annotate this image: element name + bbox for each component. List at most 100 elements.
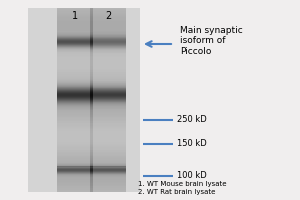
Bar: [57, 157, 93, 158]
Bar: [90, 13, 126, 14]
Bar: [90, 33, 126, 34]
Bar: [57, 38, 93, 39]
Bar: [57, 104, 93, 105]
Bar: [57, 124, 93, 125]
Bar: [57, 165, 93, 166]
Bar: [90, 47, 126, 48]
Bar: [57, 163, 93, 164]
Bar: [90, 93, 126, 94]
Bar: [90, 73, 126, 74]
Bar: [90, 144, 126, 145]
Bar: [57, 16, 93, 17]
Bar: [57, 32, 93, 33]
Bar: [57, 176, 93, 177]
Bar: [90, 58, 126, 59]
Bar: [90, 121, 126, 122]
Bar: [57, 38, 93, 39]
Bar: [90, 174, 126, 175]
Bar: [90, 179, 126, 180]
Bar: [90, 140, 126, 141]
Bar: [90, 95, 126, 96]
Bar: [90, 175, 126, 176]
Bar: [90, 74, 126, 75]
Text: 150 kD: 150 kD: [177, 140, 207, 148]
Bar: [57, 106, 93, 107]
Bar: [57, 53, 93, 54]
Bar: [90, 9, 126, 10]
Bar: [90, 24, 126, 25]
Bar: [90, 36, 126, 37]
Bar: [57, 118, 93, 119]
Bar: [90, 154, 126, 155]
Bar: [90, 158, 126, 159]
Bar: [90, 98, 126, 99]
Bar: [57, 173, 93, 174]
Bar: [90, 106, 126, 107]
Bar: [57, 45, 93, 46]
Bar: [90, 94, 126, 95]
Bar: [90, 164, 126, 165]
Bar: [90, 54, 126, 55]
Bar: [90, 70, 126, 71]
Bar: [90, 137, 126, 138]
Bar: [57, 83, 93, 84]
Bar: [57, 82, 93, 83]
Bar: [90, 166, 126, 167]
Bar: [90, 44, 126, 45]
Bar: [57, 102, 93, 103]
Bar: [57, 44, 93, 45]
Bar: [90, 173, 126, 174]
Text: 250 kD: 250 kD: [177, 116, 207, 124]
Bar: [57, 168, 93, 169]
Bar: [57, 45, 93, 46]
Bar: [90, 157, 126, 158]
Bar: [57, 49, 93, 50]
Bar: [90, 31, 126, 32]
Bar: [90, 134, 126, 135]
Bar: [57, 51, 93, 52]
Bar: [57, 83, 93, 84]
Bar: [90, 114, 126, 115]
Bar: [90, 27, 126, 28]
Bar: [57, 50, 93, 51]
Bar: [57, 188, 93, 189]
Bar: [57, 42, 93, 43]
Bar: [57, 98, 93, 99]
Bar: [90, 171, 126, 172]
Text: 1. WT Mouse brain lysate: 1. WT Mouse brain lysate: [138, 181, 226, 187]
Bar: [90, 48, 126, 49]
Bar: [57, 141, 93, 142]
Bar: [57, 112, 93, 113]
Bar: [57, 169, 93, 170]
Bar: [57, 171, 93, 172]
Bar: [90, 130, 126, 131]
Bar: [57, 35, 93, 36]
Bar: [90, 33, 126, 34]
Bar: [57, 173, 93, 174]
Bar: [57, 12, 93, 13]
Bar: [57, 42, 93, 43]
Bar: [90, 59, 126, 60]
Bar: [90, 90, 126, 91]
Bar: [90, 188, 126, 189]
Bar: [57, 161, 93, 162]
Bar: [57, 183, 93, 184]
Bar: [90, 96, 126, 97]
Bar: [57, 166, 93, 167]
Bar: [57, 128, 93, 129]
Bar: [57, 98, 93, 99]
Bar: [57, 130, 93, 131]
Bar: [90, 25, 126, 26]
Bar: [57, 56, 93, 57]
Bar: [90, 32, 126, 33]
Bar: [90, 153, 126, 154]
Bar: [90, 86, 126, 87]
Bar: [90, 126, 126, 127]
Bar: [90, 182, 126, 183]
Bar: [57, 27, 93, 28]
Bar: [90, 120, 126, 121]
Bar: [90, 172, 126, 173]
Bar: [90, 146, 126, 147]
Bar: [57, 31, 93, 32]
Bar: [57, 22, 93, 23]
